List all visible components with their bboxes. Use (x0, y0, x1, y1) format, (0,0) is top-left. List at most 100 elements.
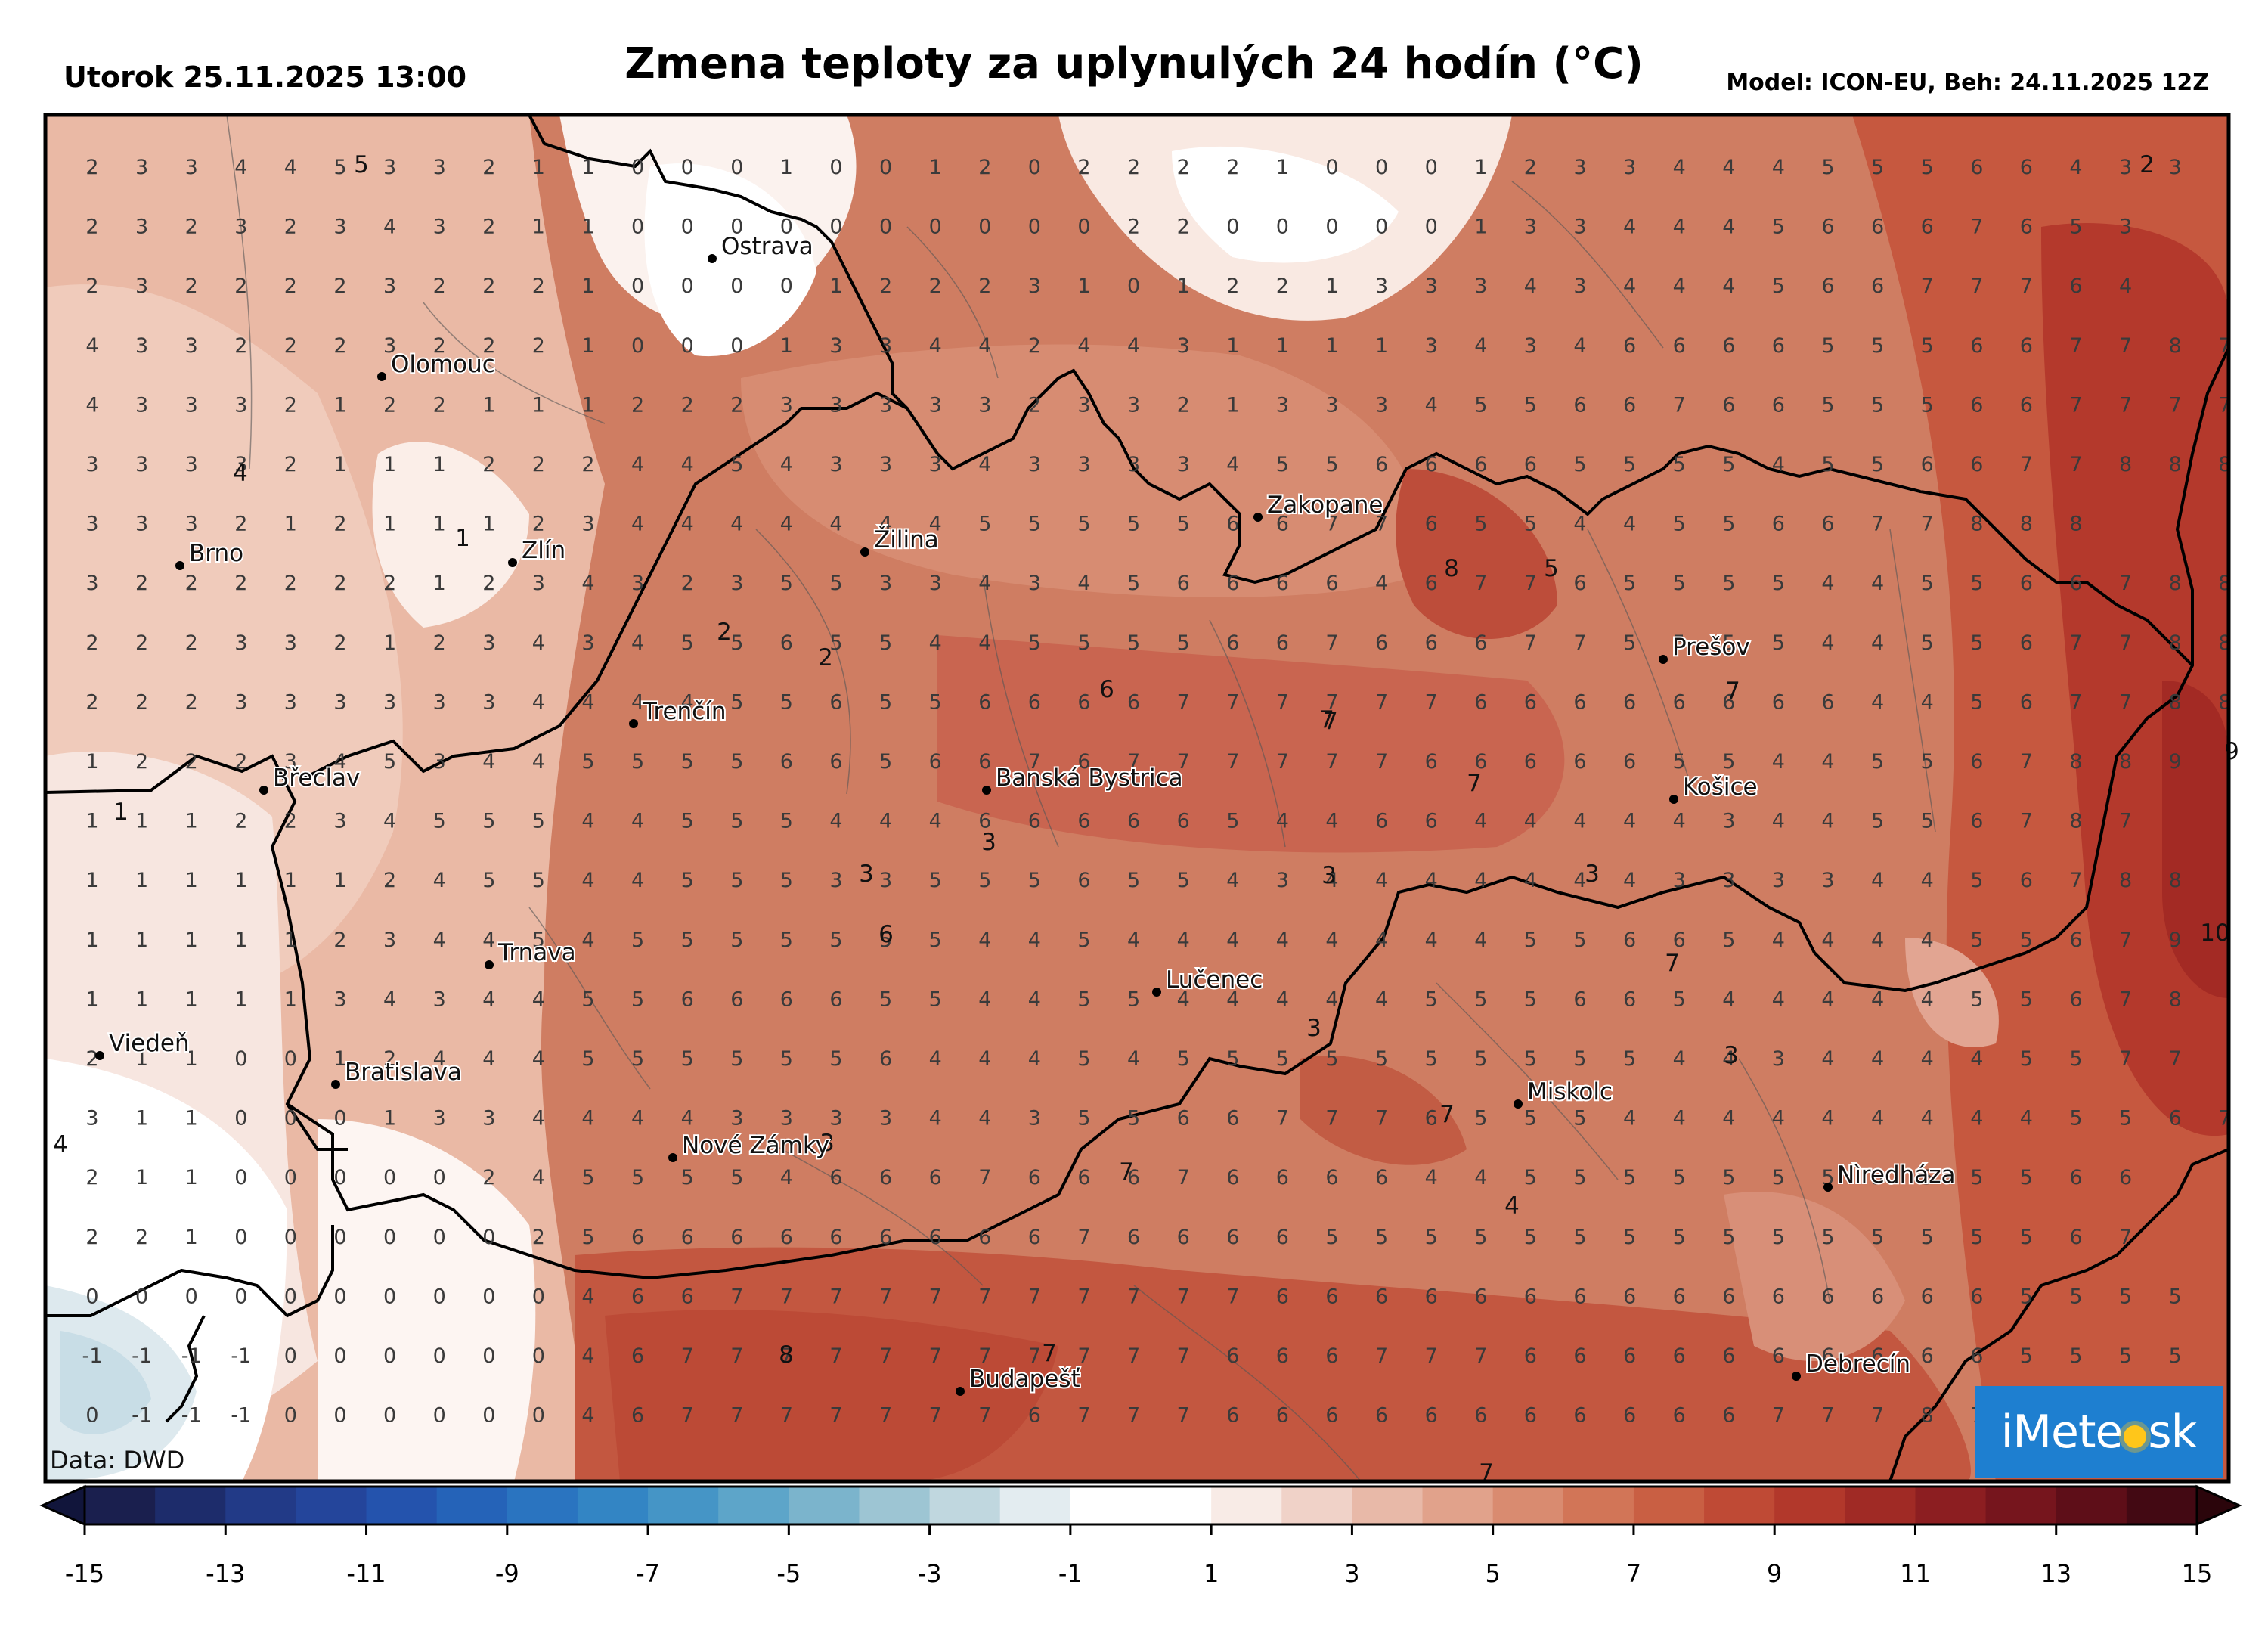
grid-value: 6 (1673, 334, 1686, 358)
grid-value: 3 (383, 156, 396, 179)
grid-value: 6 (2020, 572, 2033, 595)
grid-value: 5 (1722, 929, 1735, 952)
grid-value: 1 (234, 929, 247, 952)
grid-value: 2 (284, 334, 297, 358)
grid-value: 6 (929, 1166, 942, 1189)
grid-value: 6 (1425, 572, 1438, 595)
grid-value: 4 (1722, 1107, 1735, 1130)
grid-value: 5 (1524, 988, 1537, 1011)
colorbar-cell (1633, 1487, 1705, 1524)
grid-value: 2 (185, 216, 198, 239)
grid-value: 0 (532, 1404, 545, 1428)
grid-value: 7 (2020, 453, 2033, 476)
grid-value: 2 (433, 631, 446, 655)
city-label: Košice (1683, 774, 1758, 801)
grid-value: 4 (1821, 988, 1834, 1011)
grid-value: 6 (631, 1344, 644, 1368)
grid-value: 5 (1276, 1047, 1289, 1071)
grid-value: 3 (433, 216, 446, 239)
grid-value: 6 (2020, 690, 2033, 714)
contour-label: 4 (233, 460, 248, 487)
grid-value: 7 (730, 1404, 743, 1428)
city-marker: Brno (175, 538, 245, 570)
imeteo-logo[interactable]: iMete sk (1975, 1386, 2223, 1478)
data-source-credit: Data: DWD (50, 1446, 185, 1474)
grid-value: 5 (1673, 988, 1686, 1011)
grid-value: 5 (829, 1047, 842, 1071)
grid-value: 5 (2020, 1285, 2033, 1308)
grid-value: 6 (1623, 929, 1636, 952)
grid-value: 4 (1375, 572, 1388, 595)
grid-value: 0 (730, 274, 743, 298)
grid-value: 5 (1970, 1166, 1983, 1189)
grid-value: 6 (1524, 1404, 1537, 1428)
grid-value: 2 (1226, 274, 1239, 298)
grid-value: 4 (1970, 1047, 1983, 1071)
grid-value: 4 (482, 750, 495, 774)
grid-value: 5 (2020, 1226, 2033, 1249)
grid-value: 6 (978, 690, 991, 714)
grid-value: 2 (85, 1226, 98, 1249)
city-label: Olomouc (391, 351, 495, 378)
grid-value: 6 (2020, 216, 2033, 239)
grid-value: 4 (1474, 1166, 1487, 1189)
grid-value: 5 (681, 869, 694, 892)
grid-value: 2 (234, 572, 247, 595)
colorbar-cell (929, 1487, 1001, 1524)
grid-value: 3 (1177, 334, 1190, 358)
grid-value: 5 (681, 810, 694, 833)
grid-value: 3 (85, 513, 98, 536)
grid-value: 7 (879, 1344, 892, 1368)
grid-value: 3 (383, 274, 396, 298)
grid-value: 9 (2169, 929, 2182, 952)
grid-value: 2 (1226, 156, 1239, 179)
grid-value: 0 (929, 216, 942, 239)
grid-value: 3 (234, 453, 247, 476)
grid-value: 3 (1722, 869, 1735, 892)
grid-value: 6 (1921, 1285, 1934, 1308)
grid-value: 6 (829, 1226, 842, 1249)
grid-value: 3 (929, 393, 942, 417)
colorbar-cell (1070, 1487, 1142, 1524)
grid-value: 3 (1623, 156, 1636, 179)
grid-value: 2 (85, 1166, 98, 1189)
grid-value: 6 (1375, 1166, 1388, 1189)
contour-label: 7 (1119, 1158, 1134, 1186)
grid-value: 3 (433, 750, 446, 774)
grid-value: 5 (1921, 1226, 1934, 1249)
grid-value: 7 (1226, 750, 1239, 774)
grid-value: 4 (532, 988, 545, 1011)
grid-value: 2 (532, 453, 545, 476)
grid-value: 6 (1077, 690, 1090, 714)
grid-value: 7 (1177, 750, 1190, 774)
grid-value: 5 (929, 929, 942, 952)
grid-value: 5 (2069, 1285, 2082, 1308)
grid-value: 6 (1077, 1166, 1090, 1189)
grid-value: 4 (532, 750, 545, 774)
grid-value: 5 (978, 869, 991, 892)
grid-value: 5 (1772, 572, 1785, 595)
grid-value: 6 (1970, 453, 1983, 476)
grid-value: 1 (1474, 216, 1487, 239)
grid-value: 6 (1871, 274, 1884, 298)
city-label: Trnava (497, 939, 576, 966)
grid-value: 6 (1573, 750, 1586, 774)
grid-value: 5 (2169, 1285, 2182, 1308)
grid-value: 7 (1375, 1344, 1388, 1368)
grid-value: 3 (2119, 156, 2132, 179)
grid-value: 0 (1425, 216, 1438, 239)
colorbar-cell (1211, 1487, 1282, 1524)
grid-value: 1 (185, 929, 198, 952)
grid-value: 3 (1821, 869, 1834, 892)
city-dot (1514, 1099, 1523, 1109)
grid-value: 7 (1177, 1166, 1190, 1189)
grid-value: 7 (1375, 513, 1388, 536)
grid-value: 5 (1921, 1166, 1934, 1189)
grid-value: 4 (1325, 988, 1338, 1011)
grid-value: 5 (1722, 513, 1735, 536)
grid-value: 6 (1425, 750, 1438, 774)
grid-value: 0 (284, 1344, 297, 1368)
grid-value: 6 (1673, 1344, 1686, 1368)
colorbar-cell (1281, 1487, 1352, 1524)
grid-value: 4 (929, 631, 942, 655)
